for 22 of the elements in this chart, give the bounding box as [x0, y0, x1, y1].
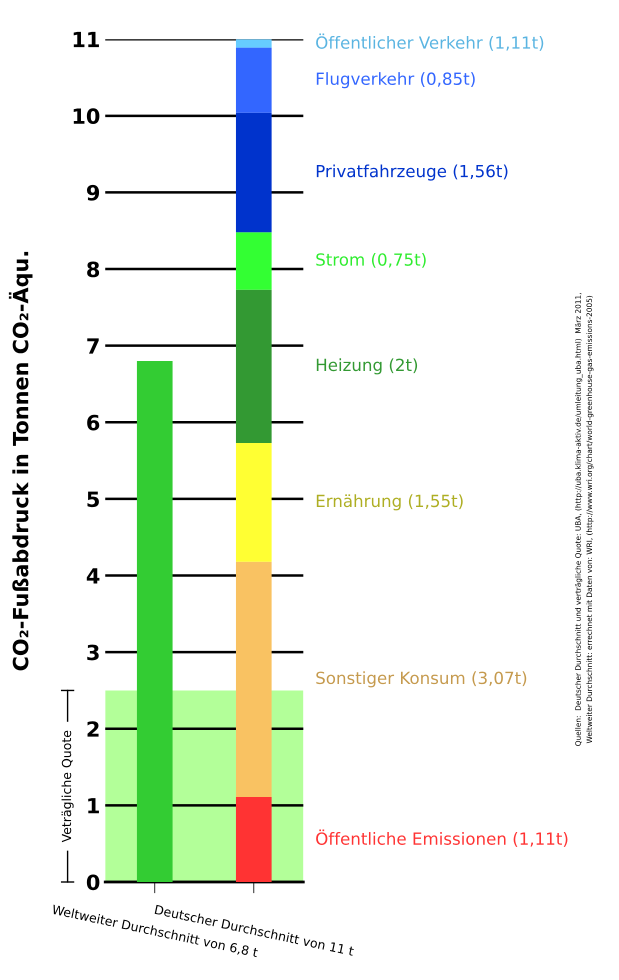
y-tick-label: 8	[87, 262, 100, 278]
y-tick-label: 3	[87, 644, 99, 660]
text: Privatfahrzeuge (1,56t)	[316, 164, 508, 181]
text: Flugverkehr (0,85t)	[316, 72, 475, 88]
y-tick-label: 10	[74, 108, 100, 124]
y-tick-label: 2	[88, 721, 99, 737]
y-tick-label: 9	[86, 184, 100, 201]
y-axis-title: CO₂-Fußabdruck in Tonnen CO₂-Äqu.	[8, 252, 32, 670]
y-tick-label: 0	[86, 874, 100, 890]
y-tick-label: 6	[87, 414, 100, 430]
text: Sonstiger Konsum (3,07t)	[316, 671, 526, 688]
y-tick-label: 7	[87, 338, 99, 354]
y-tick-label: 5	[87, 492, 99, 508]
band-label: Veträgliche Quote	[62, 730, 74, 842]
text: Öffentlicher Verkehr (1,11t)	[316, 33, 544, 51]
y-tick-label: 11	[74, 32, 99, 48]
y-tick-label: 4	[86, 568, 100, 584]
text: Ernährung (1,55t)	[316, 494, 463, 510]
text: Strom (0,75t)	[316, 252, 426, 268]
text: Heizung (2t)	[316, 358, 418, 374]
y-tick-label: 1	[88, 798, 99, 814]
text: Öffentliche Emissionen (1,11t)	[316, 830, 568, 847]
